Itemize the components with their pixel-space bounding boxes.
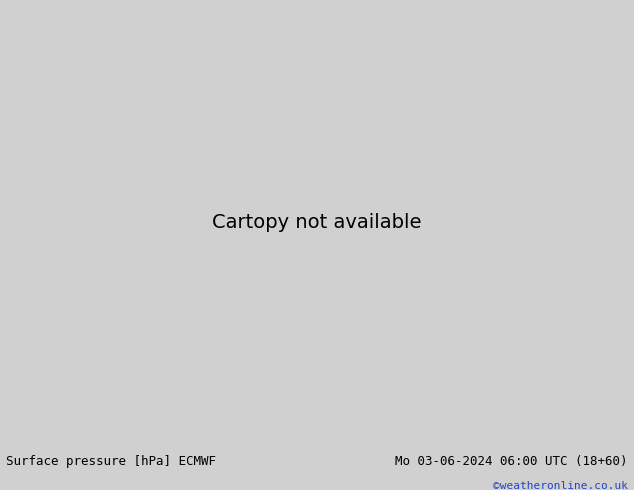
Text: Surface pressure [hPa] ECMWF: Surface pressure [hPa] ECMWF (6, 455, 216, 468)
Text: Mo 03-06-2024 06:00 UTC (18+60): Mo 03-06-2024 06:00 UTC (18+60) (395, 455, 628, 468)
Text: Cartopy not available: Cartopy not available (212, 214, 422, 232)
Text: ©weatheronline.co.uk: ©weatheronline.co.uk (493, 481, 628, 490)
